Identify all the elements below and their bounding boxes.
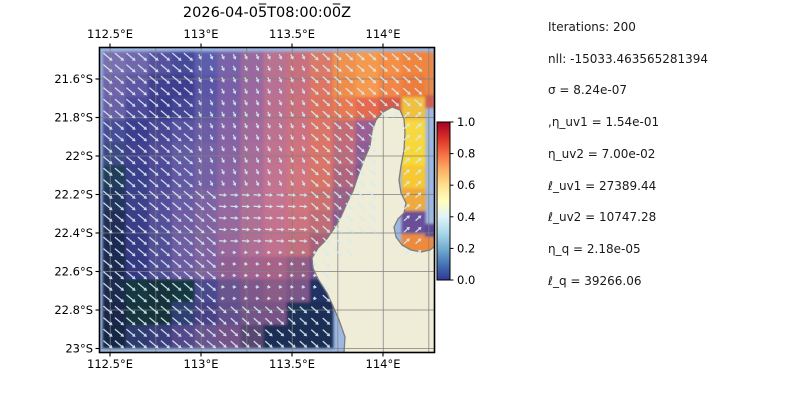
colorbar-tick-label: 1.0: [457, 115, 475, 129]
colorbar-tick-label: 0.0: [457, 273, 475, 287]
plot-border: [98, 46, 436, 354]
stat-line-5: ℓ_uv1 = 27389.44: [548, 178, 657, 193]
stat-line-0: Iterations: 200: [548, 20, 636, 34]
plot-title: 2026-04-05̅T08:00:00̅Z: [182, 5, 352, 21]
colorbar-tick-label: 0.8: [457, 147, 475, 161]
y-tick-label: 21.8°S: [54, 111, 93, 125]
x-tick-label-top: 113°E: [184, 27, 219, 41]
colorbar-tick-label: 0.4: [457, 210, 475, 224]
x-tick-label-top: 114°E: [366, 27, 401, 41]
stat-line-4: η_uv2 = 7.00e-02: [548, 146, 656, 161]
quiver-arrows: [102, 52, 423, 349]
colorbar-tick-label: 0.2: [457, 241, 475, 255]
y-tick-label: 22.4°S: [54, 226, 93, 240]
x-tick-label-bottom: 112.5°E: [87, 357, 133, 371]
y-tick-label: 22.8°S: [54, 303, 93, 317]
y-tick-label: 22.2°S: [54, 188, 93, 202]
y-tick-label: 22°S: [65, 149, 93, 163]
stat-line-8: ℓ_q = 39266.06: [548, 273, 642, 288]
x-tick-label-bottom: 114°E: [366, 357, 401, 371]
x-tick-label-bottom: 113°E: [184, 357, 219, 371]
x-tick-label-bottom: 113.5°E: [269, 357, 315, 371]
y-tick-label: 22.6°S: [54, 265, 93, 279]
y-tick-label: 23°S: [65, 342, 93, 356]
x-tick-label-top: 113.5°E: [269, 27, 315, 41]
graticule: [99, 47, 435, 353]
x-tick-label-top: 112.5°E: [87, 27, 133, 41]
stat-line-2: σ = 8.24e-07: [548, 83, 627, 98]
stat-line-3: ,η_uv1 = 1.54e-01: [548, 115, 660, 130]
colorbar-tick-label: 0.6: [457, 178, 475, 192]
colorbar: [436, 121, 451, 281]
stat-line-1: nll: -15033.463565281394: [548, 51, 709, 66]
stat-line-6: ℓ_uv2 = 10747.28: [548, 210, 657, 225]
stat-line-7: η_q = 2.18e-05: [548, 241, 641, 256]
y-tick-label: 21.6°S: [54, 72, 93, 86]
